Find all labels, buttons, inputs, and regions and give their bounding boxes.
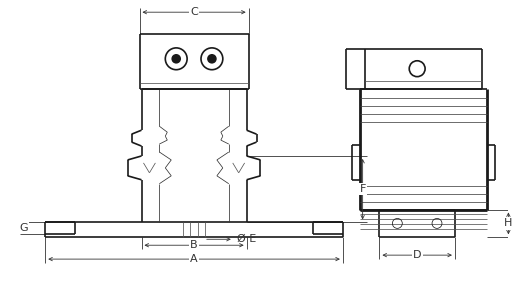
Text: Ø E: Ø E bbox=[237, 234, 256, 244]
Text: F: F bbox=[359, 184, 366, 194]
Circle shape bbox=[208, 55, 216, 63]
Text: A: A bbox=[190, 254, 198, 264]
Circle shape bbox=[172, 55, 180, 63]
Text: G: G bbox=[19, 223, 28, 233]
Text: B: B bbox=[190, 240, 198, 250]
Text: C: C bbox=[190, 7, 198, 17]
Text: H: H bbox=[504, 218, 512, 228]
Text: D: D bbox=[413, 250, 421, 260]
